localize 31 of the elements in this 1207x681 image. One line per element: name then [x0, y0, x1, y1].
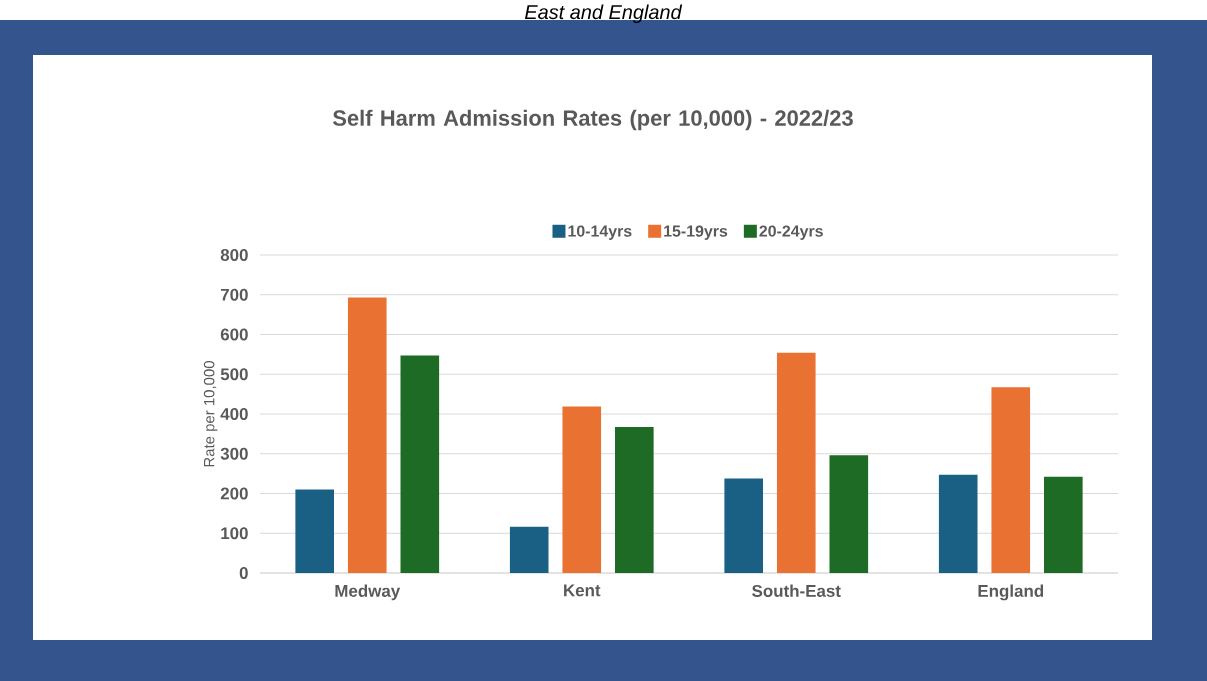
x-tick-label: Kent — [564, 584, 601, 597]
y-axis-title: Rate per 10,000 — [203, 361, 218, 467]
y-tick-label: 200 — [220, 487, 248, 500]
y-tick-label: 700 — [220, 288, 248, 301]
bar — [724, 478, 764, 573]
bar — [562, 406, 602, 573]
y-tick-label: 100 — [221, 527, 248, 540]
y-tick-label: 600 — [220, 328, 248, 341]
legend-label: 15-19yrs — [664, 225, 728, 240]
x-tick-label: England — [978, 584, 1044, 601]
bar — [295, 489, 335, 573]
text: East and England — [524, 4, 683, 24]
y-tick-label: 0 — [239, 566, 248, 579]
legend-label: 20-24yrs — [759, 225, 823, 240]
x-tick-label: South-East — [752, 584, 841, 597]
chart-title: Self Harm Admission Rates (per 10,000) - 2022/23 — [332, 109, 853, 131]
bar — [615, 427, 654, 573]
legend-label: 10-14yrs — [568, 225, 632, 240]
bar — [776, 352, 816, 573]
bar — [509, 526, 549, 573]
y-tick-label: 500 — [220, 368, 248, 381]
x-tick-label: Medway — [335, 584, 401, 601]
bar — [991, 387, 1031, 573]
bar — [347, 297, 387, 573]
y-tick-label: 300 — [220, 447, 248, 460]
bar — [829, 455, 869, 573]
bar — [400, 355, 440, 573]
y-tick-label: 400 — [220, 407, 248, 420]
y-tick-label: 800 — [220, 248, 248, 261]
bar — [1044, 476, 1083, 573]
bar — [938, 474, 978, 573]
